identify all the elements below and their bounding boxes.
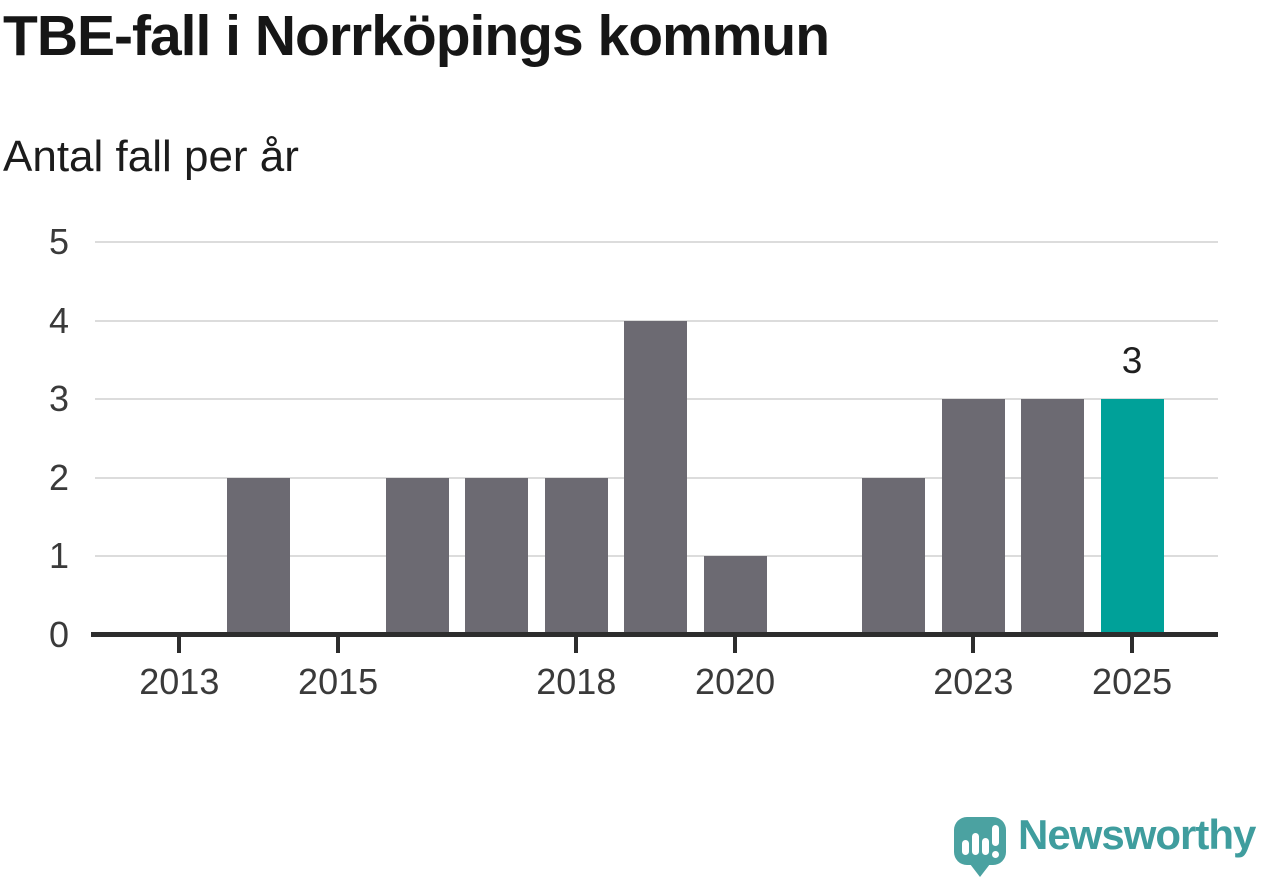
x-axis-line bbox=[91, 632, 1218, 637]
x-tick-2018 bbox=[574, 637, 579, 653]
x-tick-2015 bbox=[336, 637, 341, 653]
bar-2014 bbox=[227, 477, 291, 635]
logo-bubble-tail bbox=[970, 864, 990, 877]
logo-bar-icon bbox=[982, 838, 989, 855]
bar-2025 bbox=[1100, 399, 1164, 635]
logo-exclamation-dot-icon bbox=[992, 851, 999, 858]
x-tick-2020 bbox=[733, 637, 738, 653]
logo-bar-icon bbox=[972, 833, 979, 855]
gridline-y-5 bbox=[95, 241, 1218, 243]
bar-value-label-2025: 3 bbox=[1121, 340, 1143, 382]
logo-exclamation-icon bbox=[992, 825, 999, 846]
x-tick-2013 bbox=[177, 637, 182, 653]
newsworthy-logo: Newsworthy bbox=[952, 806, 1262, 879]
bar-2016 bbox=[386, 477, 449, 635]
y-tick-label-4: 4 bbox=[48, 299, 69, 341]
brand-name: Newsworthy bbox=[1018, 811, 1256, 858]
y-tick-label-0: 0 bbox=[48, 614, 69, 655]
bar-2022 bbox=[862, 477, 926, 635]
y-tick-label-3: 3 bbox=[48, 378, 69, 420]
chart-title: TBE-fall i Norrköpings kommun bbox=[3, 4, 830, 68]
bar-chart: 0 1 2 3 4 5 2013 2015 2018 2020 2023 2025 3 bbox=[49, 224, 1218, 701]
y-tick-label-1: 1 bbox=[48, 535, 69, 577]
bar-2020 bbox=[703, 556, 767, 635]
x-tick-2023 bbox=[971, 637, 976, 653]
newsworthy-bubble-chart-icon bbox=[954, 817, 1006, 877]
x-tick-label-2020: 2020 bbox=[695, 661, 776, 702]
x-tick-label-2023: 2023 bbox=[933, 661, 1014, 702]
x-tick-label-2018: 2018 bbox=[536, 661, 617, 702]
bar-2023 bbox=[941, 399, 1005, 635]
bar-2024 bbox=[1021, 399, 1085, 635]
chart-subtitle: Antal fall per år bbox=[3, 132, 299, 181]
bar-2017 bbox=[465, 477, 529, 635]
y-tick-label-2: 2 bbox=[48, 456, 69, 498]
x-tick-label-2013: 2013 bbox=[139, 661, 220, 702]
x-tick-label-2015: 2015 bbox=[298, 661, 379, 702]
y-tick-label-5: 5 bbox=[48, 221, 69, 262]
x-tick-label-2025: 2025 bbox=[1092, 661, 1173, 702]
logo-bar-icon bbox=[962, 840, 969, 855]
bar-2019 bbox=[624, 320, 688, 635]
bar-2018 bbox=[544, 477, 608, 635]
x-tick-2025 bbox=[1130, 637, 1135, 653]
